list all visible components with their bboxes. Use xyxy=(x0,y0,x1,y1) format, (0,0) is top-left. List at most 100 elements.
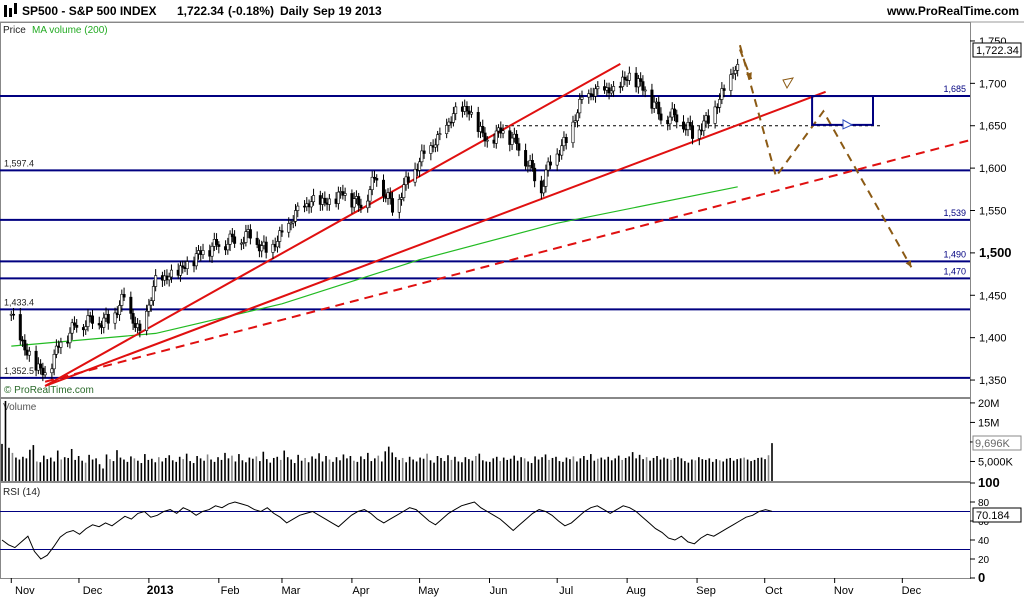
volume-bar xyxy=(513,455,515,481)
volume-bar xyxy=(241,460,244,481)
candle-body xyxy=(702,120,706,132)
header-change: (-0.18%) xyxy=(228,4,274,18)
volume-bar xyxy=(656,456,658,481)
candle-body xyxy=(309,201,313,208)
candle-body xyxy=(215,239,219,245)
volume-bar xyxy=(475,456,477,481)
candle-body xyxy=(706,115,710,124)
volume-bar xyxy=(151,458,153,481)
candle-body xyxy=(34,350,38,371)
x-tick-label: May xyxy=(418,585,439,597)
candle-body xyxy=(233,236,237,244)
volume-bar xyxy=(708,458,711,481)
volume-bar xyxy=(433,462,435,481)
last-price-label: 1,722.34 xyxy=(976,45,1019,57)
candle-body xyxy=(278,230,282,242)
level-label: 1,490 xyxy=(943,249,966,259)
header-date: Sep 19 2013 xyxy=(313,4,382,18)
volume-bar xyxy=(405,462,407,481)
candle-body xyxy=(357,196,361,206)
candle-body xyxy=(391,198,395,213)
candle-body xyxy=(375,178,379,181)
candle-body xyxy=(594,88,598,97)
x-axis: Nov Dec 2013 Feb Mar Apr May Jun Jul Aug Sep Oct Nov… xyxy=(10,578,922,597)
volume-bar xyxy=(112,461,115,481)
candle-body xyxy=(271,243,275,253)
volume-bar xyxy=(293,463,296,481)
candle-body xyxy=(607,87,611,94)
price-tick-label: 1,500 xyxy=(979,245,1012,260)
volume-bar xyxy=(25,458,28,481)
volume-bar xyxy=(520,457,522,481)
volume-bar xyxy=(478,453,481,481)
ma-line-layer xyxy=(11,186,738,347)
candle-body xyxy=(589,93,593,95)
trendline xyxy=(44,62,621,387)
projection-path xyxy=(738,44,913,268)
candle-body xyxy=(465,106,469,112)
volume-bar xyxy=(363,459,366,481)
candle-body xyxy=(548,161,552,166)
level-label: 1,433.4 xyxy=(4,297,34,307)
candle-body xyxy=(120,294,124,306)
volume-bar xyxy=(147,459,150,481)
candle-body xyxy=(400,197,404,200)
candle-body xyxy=(113,312,117,324)
candle-body xyxy=(372,176,376,179)
rsi-tick-label: 80 xyxy=(978,498,990,509)
volume-bar xyxy=(732,460,735,481)
candle-body xyxy=(264,241,268,253)
header-price: 1,722.34 xyxy=(177,4,224,18)
volume-bar xyxy=(189,461,191,481)
volume-bar xyxy=(569,459,571,481)
volume-bar xyxy=(217,457,219,481)
volume-bar xyxy=(659,459,662,481)
volume-bar xyxy=(461,462,463,481)
candle-body xyxy=(675,114,679,123)
candle-body xyxy=(352,198,356,208)
candle-body xyxy=(147,304,151,312)
volume-bar xyxy=(342,454,345,481)
candle-body xyxy=(118,305,122,316)
volume-bar xyxy=(691,459,693,481)
volume-bar xyxy=(67,457,69,481)
header-site[interactable]: www.ProRealTime.com xyxy=(886,4,1019,18)
candle-body xyxy=(294,210,298,222)
projection-path xyxy=(738,49,753,80)
header-bar xyxy=(0,0,1024,22)
volume-bar xyxy=(356,461,359,481)
x-tick-label: Nov xyxy=(15,585,35,597)
candle-body xyxy=(501,130,505,134)
volume-bar xyxy=(621,459,623,481)
volume-bar xyxy=(631,452,634,481)
candle-body xyxy=(438,133,442,135)
volume-tick-label: 15M xyxy=(978,417,999,429)
volume-bar xyxy=(562,461,564,481)
volume-bar xyxy=(739,458,742,481)
rsi-tick-label: 100 xyxy=(978,475,1000,490)
volume-bar xyxy=(663,457,665,481)
candle-body xyxy=(713,106,717,124)
volume-bar xyxy=(29,449,31,481)
volume-bar xyxy=(286,457,289,481)
volume-bar xyxy=(652,457,655,481)
volume-bar xyxy=(482,460,484,481)
candle-body xyxy=(381,179,385,197)
trendline-layer xyxy=(44,62,971,387)
volume-bar xyxy=(415,461,418,481)
x-tick-label: Aug xyxy=(626,585,646,597)
last-price-box xyxy=(972,42,1022,58)
volume-bar xyxy=(15,457,17,481)
volume-bar xyxy=(196,456,198,481)
volume-bar xyxy=(642,459,644,481)
projection-layer xyxy=(738,44,913,268)
candle-body xyxy=(323,197,327,204)
volume-bar xyxy=(213,461,216,481)
volume-bar xyxy=(617,455,620,481)
volume-bar xyxy=(419,457,421,481)
candle-body xyxy=(436,134,440,146)
price-axis-ticks: 1,7501,7001,6501,6001,5501,5001,4501,400… xyxy=(970,36,1012,387)
volume-bar xyxy=(231,455,233,481)
volume-bar xyxy=(91,459,94,481)
candle-body xyxy=(580,96,584,100)
